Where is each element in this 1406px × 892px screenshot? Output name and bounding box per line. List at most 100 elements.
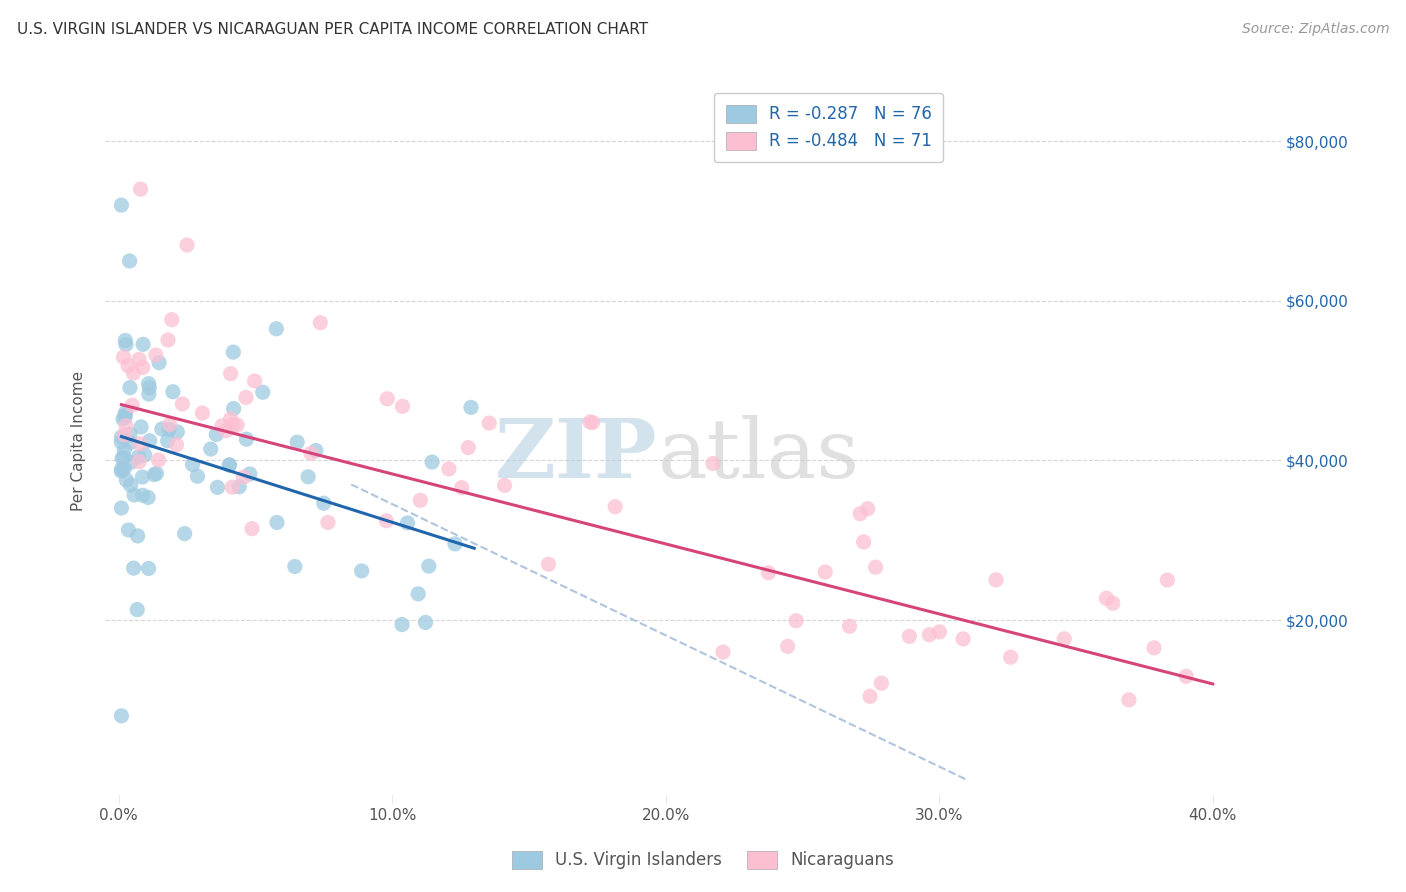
Point [128, 352, 150, 367]
Point [305, 443, 328, 458]
Point [127, 529, 149, 543]
Point [375, 392, 398, 406]
Y-axis label: Per Capita Income: Per Capita Income [72, 370, 86, 510]
Point [478, 416, 501, 430]
Point [156, 434, 179, 448]
Point [148, 453, 170, 467]
Point [138, 381, 160, 395]
Point [856, 501, 879, 516]
Point [132, 360, 155, 375]
Point [1156, 573, 1178, 587]
Point [391, 617, 413, 632]
Point [200, 442, 222, 456]
Point [148, 356, 170, 370]
Point [112, 462, 135, 476]
Point [1053, 632, 1076, 646]
Point [415, 615, 437, 630]
Point [112, 350, 135, 364]
Point [128, 436, 150, 450]
Point [240, 522, 263, 536]
Point [176, 238, 198, 252]
Point [131, 470, 153, 484]
Point [457, 441, 479, 455]
Point [122, 366, 145, 380]
Point [221, 480, 243, 494]
Point [138, 376, 160, 391]
Point [984, 573, 1007, 587]
Point [226, 417, 249, 432]
Point [1095, 591, 1118, 606]
Text: Source: ZipAtlas.com: Source: ZipAtlas.com [1241, 22, 1389, 37]
Point [252, 385, 274, 400]
Point [110, 709, 132, 723]
Text: atlas: atlas [658, 415, 860, 495]
Point [852, 535, 875, 549]
Point [928, 624, 950, 639]
Legend: U.S. Virgin Islanders, Nicaraguans: U.S. Virgin Islanders, Nicaraguans [502, 840, 904, 880]
Point [1118, 693, 1140, 707]
Point [1143, 640, 1166, 655]
Point [375, 514, 398, 528]
Point [159, 417, 181, 432]
Point [444, 537, 467, 551]
Point [114, 427, 136, 442]
Point [207, 480, 229, 494]
Point [110, 435, 132, 450]
Point [898, 629, 921, 643]
Point [122, 561, 145, 575]
Point [118, 254, 141, 268]
Point [138, 387, 160, 401]
Point [145, 467, 167, 481]
Point [173, 526, 195, 541]
Point [172, 397, 194, 411]
Point [859, 690, 882, 704]
Point [136, 491, 159, 505]
Point [285, 435, 308, 450]
Point [115, 418, 138, 433]
Point [166, 437, 188, 451]
Point [120, 478, 142, 492]
Point [494, 478, 516, 492]
Point [605, 500, 627, 514]
Point [235, 432, 257, 446]
Point [127, 602, 149, 616]
Point [1000, 650, 1022, 665]
Point [776, 640, 799, 654]
Point [129, 420, 152, 434]
Point [838, 619, 860, 633]
Point [112, 450, 135, 465]
Point [143, 467, 166, 482]
Point [391, 400, 413, 414]
Text: ZIP: ZIP [495, 415, 658, 495]
Point [145, 348, 167, 362]
Point [284, 559, 307, 574]
Legend: R = -0.287   N = 76, R = -0.484   N = 71: R = -0.287 N = 76, R = -0.484 N = 71 [714, 93, 943, 162]
Point [409, 493, 432, 508]
Point [117, 359, 139, 373]
Point [219, 412, 242, 426]
Point [406, 587, 429, 601]
Point [239, 467, 262, 481]
Point [702, 457, 724, 471]
Point [114, 410, 136, 425]
Point [312, 496, 335, 510]
Text: U.S. VIRGIN ISLANDER VS NICARAGUAN PER CAPITA INCOME CORRELATION CHART: U.S. VIRGIN ISLANDER VS NICARAGUAN PER C… [17, 22, 648, 37]
Point [865, 560, 887, 574]
Point [157, 333, 180, 347]
Point [450, 481, 472, 495]
Point [122, 488, 145, 502]
Point [918, 628, 941, 642]
Point [160, 312, 183, 326]
Point [299, 446, 322, 460]
Point [219, 367, 242, 381]
Point [437, 462, 460, 476]
Point [211, 418, 233, 433]
Point [110, 462, 132, 476]
Point [114, 334, 136, 348]
Point [396, 516, 419, 530]
Point [460, 401, 482, 415]
Point [222, 345, 245, 359]
Point [537, 558, 560, 572]
Point [120, 455, 142, 469]
Point [120, 435, 142, 450]
